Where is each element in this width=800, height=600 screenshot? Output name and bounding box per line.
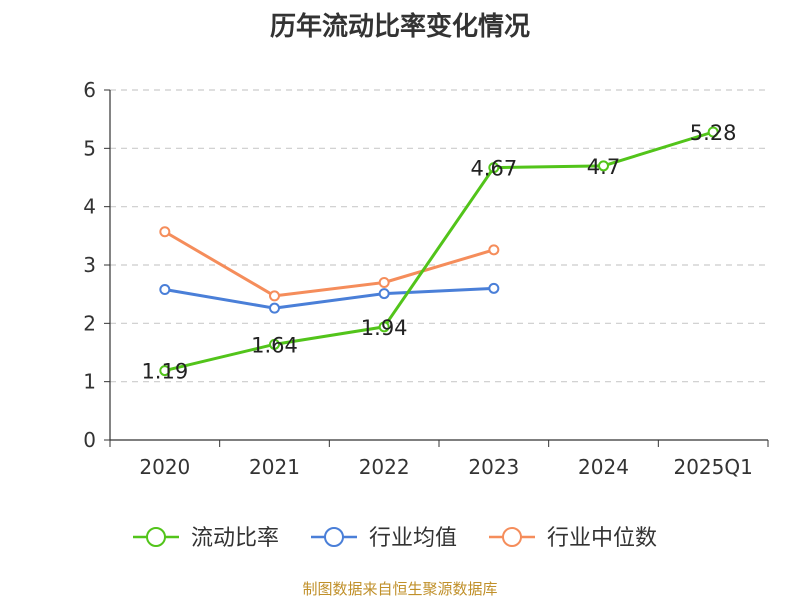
- x-tick-label: 2023: [468, 455, 519, 479]
- series-lines: [159, 126, 719, 377]
- data-point: [378, 277, 390, 288]
- data-label: 4.7: [587, 155, 620, 179]
- data-point: [378, 321, 390, 333]
- legend-label: 流动比率: [191, 526, 279, 551]
- grid-lines: [110, 89, 768, 383]
- data-point: [159, 284, 171, 295]
- data-label: 1.19: [141, 360, 188, 384]
- data-point: [269, 302, 280, 314]
- data-point: [488, 282, 500, 294]
- data-point: [707, 126, 719, 138]
- y-tick-label: 3: [83, 253, 96, 277]
- y-tick-label: 0: [83, 428, 96, 452]
- series-line: [164, 230, 495, 298]
- y-tick-label: 6: [83, 78, 96, 102]
- data-point: [269, 290, 280, 302]
- data-point: [269, 338, 280, 350]
- source-note: 制图数据来自恒生聚源数据库: [302, 580, 498, 598]
- series-line: [164, 130, 714, 373]
- axes: 0 1 2 3 4 5 6 2020 2021 2022 2023 2024 2025Q1: [83, 78, 769, 479]
- y-tick-label: 4: [83, 195, 96, 219]
- data-point: [378, 288, 390, 300]
- x-tick-label: 2025Q1: [673, 455, 752, 479]
- series-line: [164, 286, 494, 310]
- data-point: [598, 160, 609, 172]
- legend-label: 行业中位数: [547, 526, 657, 551]
- data-label: 5.28: [690, 121, 737, 145]
- y-tick-label: 5: [83, 136, 96, 160]
- x-tick-label: 2020: [139, 455, 190, 479]
- data-point: [488, 244, 500, 256]
- data-label: 1.64: [251, 333, 298, 357]
- data-point: [159, 365, 171, 377]
- legend-marker: [502, 527, 522, 547]
- legend: 流动比率 行业均值 行业中位数: [133, 526, 657, 551]
- y-tick-label: 1: [83, 370, 96, 394]
- legend-marker: [146, 527, 166, 547]
- data-label: 4.67: [470, 157, 517, 181]
- y-tick-label: 2: [83, 311, 96, 335]
- data-point: [159, 226, 171, 238]
- x-tick-label: 2024: [578, 455, 629, 479]
- chart-title: 历年流动比率变化情况: [269, 12, 530, 42]
- data-labels: 1.19 1.64 1.94 4.67 4.7 5.28: [141, 121, 736, 384]
- legend-label: 行业均值: [369, 526, 457, 551]
- legend-marker: [324, 527, 344, 547]
- data-label: 1.94: [361, 316, 408, 340]
- x-tick-label: 2021: [249, 455, 300, 479]
- x-tick-label: 2022: [359, 455, 410, 479]
- data-point: [488, 162, 500, 174]
